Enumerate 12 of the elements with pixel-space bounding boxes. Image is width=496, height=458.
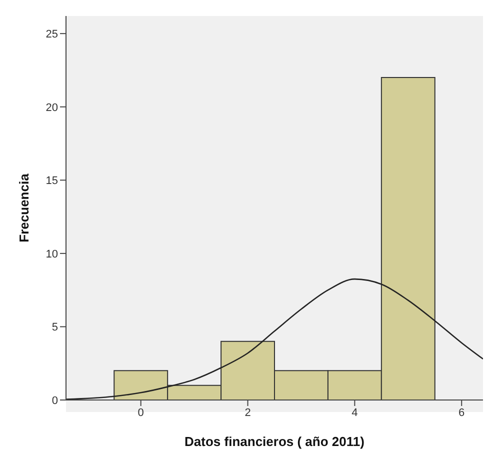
y-tick-label: 5 <box>52 322 58 334</box>
y-tick-label: 25 <box>46 28 58 40</box>
x-tick-label: 2 <box>244 406 251 419</box>
x-tick-label: 4 <box>352 406 358 419</box>
x-tick-label: 0 <box>138 406 144 419</box>
y-axis-title: Frecuencia <box>16 172 32 242</box>
y-tick-label: 20 <box>46 102 58 114</box>
x-axis-title: Datos financieros ( año 2011) <box>184 434 364 449</box>
y-tick-label: 0 <box>52 394 58 407</box>
y-tick-label: 15 <box>46 175 58 188</box>
y-tick-label: 10 <box>46 248 58 260</box>
x-tick-label: 6 <box>458 406 465 419</box>
